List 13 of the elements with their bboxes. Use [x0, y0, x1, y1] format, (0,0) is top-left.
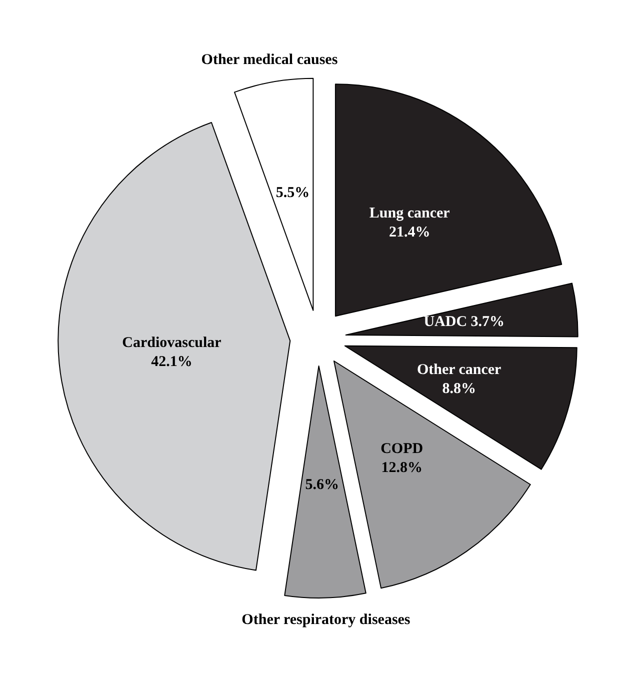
slice-label: COPD [380, 441, 424, 458]
slice-label: UADC 3.7% [424, 314, 505, 330]
data-label: 12.8% [381, 460, 422, 476]
slice-label: Other cancer [416, 362, 502, 378]
data-label: 42.1% [151, 354, 192, 370]
slice-label: Lung cancer [369, 206, 450, 222]
data-label: 21.4% [389, 224, 430, 241]
data-label: 5.5% [276, 185, 310, 202]
data-label: 5.6% [305, 476, 340, 493]
data-label: 8.8% [442, 380, 476, 397]
slice-label: Other respiratory diseases [242, 612, 410, 628]
slice-label: Cardiovascular [122, 335, 222, 352]
slice-label: Other medical causes [201, 52, 338, 68]
